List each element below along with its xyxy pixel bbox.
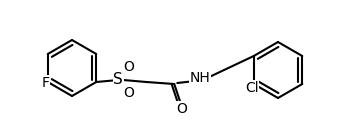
Text: O: O bbox=[123, 86, 134, 100]
Text: O: O bbox=[123, 60, 134, 74]
Text: F: F bbox=[42, 76, 50, 90]
Text: S: S bbox=[113, 72, 123, 88]
Text: O: O bbox=[176, 102, 187, 116]
Text: Cl: Cl bbox=[245, 81, 258, 95]
Text: NH: NH bbox=[190, 71, 211, 85]
